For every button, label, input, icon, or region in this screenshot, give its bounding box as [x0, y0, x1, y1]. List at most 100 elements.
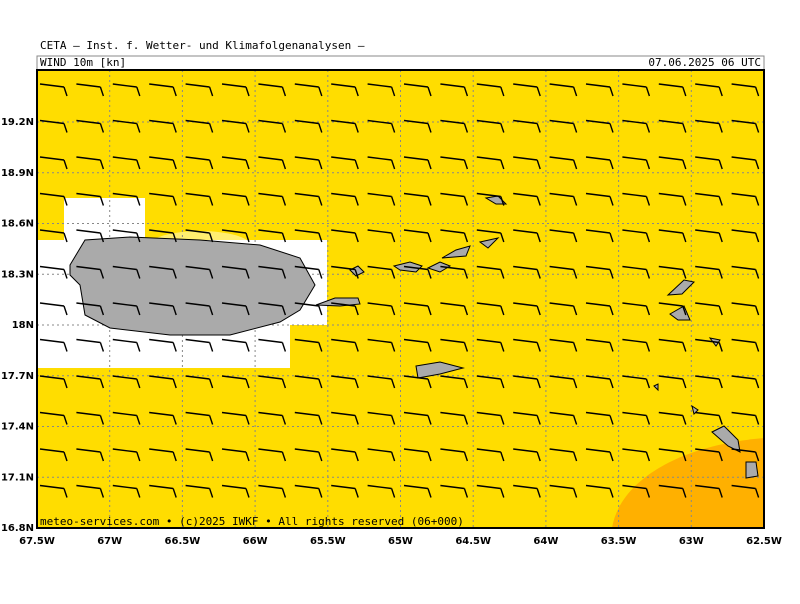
- wind-barb: [112, 265, 141, 279]
- wind-barb: [403, 265, 432, 279]
- wind-barb: [403, 192, 432, 206]
- wind-barb: [731, 375, 760, 389]
- wind-barb: [585, 156, 614, 170]
- wind-barb: [476, 375, 505, 389]
- wind-barb: [112, 411, 141, 425]
- wind-barb: [440, 192, 469, 206]
- wind-barb: [221, 229, 250, 243]
- wind-barb: [149, 265, 177, 279]
- wind-barb: [149, 229, 177, 243]
- wind-barb: [695, 229, 723, 243]
- wind-barb: [221, 83, 250, 97]
- wind-barb: [112, 156, 141, 170]
- wind-barb: [185, 411, 214, 425]
- wind-barb: [294, 156, 323, 170]
- wind-barb: [331, 375, 359, 389]
- wind-barb: [367, 411, 396, 425]
- wind-barb: [294, 192, 323, 206]
- wind-barb: [185, 83, 214, 97]
- wind-barb: [695, 119, 723, 133]
- wind-barb: [731, 156, 760, 170]
- wind-barb: [622, 192, 651, 206]
- wind-barb: [221, 411, 250, 425]
- lat-label: 18.9N: [1, 168, 34, 179]
- wind-barb: [622, 119, 651, 133]
- wind-barb: [221, 156, 250, 170]
- wind-barb: [294, 83, 323, 97]
- lat-label: 18N: [12, 320, 34, 331]
- wind-barb: [185, 265, 214, 279]
- wind-barb: [622, 302, 651, 316]
- wind-barb: [76, 484, 105, 498]
- wind-barb: [658, 448, 687, 462]
- wind-barb: [476, 156, 505, 170]
- wind-barb: [403, 83, 432, 97]
- wind-barb: [695, 83, 723, 97]
- puerto-rico: [69, 236, 316, 336]
- lon-label: 66.5W: [165, 536, 201, 547]
- variable: WIND 10m [kn]: [40, 56, 126, 69]
- wind-barb: [294, 119, 323, 133]
- wind-barb: [658, 119, 687, 133]
- wind-barb: [658, 411, 687, 425]
- wind-barb: [549, 192, 578, 206]
- wind-barb: [149, 375, 177, 389]
- wind-barb: [185, 192, 214, 206]
- wind-barb: [658, 192, 687, 206]
- wind-barb: [331, 265, 359, 279]
- lat-label: 19.2N: [1, 117, 34, 128]
- wind-barb: [658, 265, 687, 279]
- datetime: 07.06.2025 06 UTC: [648, 56, 761, 69]
- wind-barb: [622, 411, 651, 425]
- wind-barb: [39, 119, 68, 133]
- wind-barb: [549, 229, 578, 243]
- island: [478, 237, 500, 249]
- lon-label: 64W: [533, 536, 558, 547]
- wind-barb: [695, 484, 723, 498]
- wind-barb: [549, 338, 578, 352]
- island: [669, 305, 691, 321]
- wind-barb: [695, 302, 723, 316]
- wind-barb: [367, 119, 396, 133]
- wind-barb: [258, 229, 287, 243]
- wind-barb: [39, 375, 68, 389]
- island: [484, 195, 508, 205]
- wind-barb: [149, 338, 177, 352]
- wind-barb: [476, 119, 505, 133]
- wind-barb: [585, 302, 614, 316]
- wind-barb: [585, 83, 614, 97]
- wind-barb: [331, 119, 359, 133]
- wind-barb: [695, 338, 723, 352]
- wind-barb: [39, 302, 68, 316]
- wind-barb: [513, 192, 541, 206]
- wind-barb: [622, 484, 651, 498]
- wind-barb: [658, 484, 687, 498]
- wind-barb: [294, 484, 323, 498]
- wind-barb: [549, 411, 578, 425]
- wind-barb: [513, 229, 541, 243]
- wind-barb: [76, 119, 105, 133]
- wind-barb: [367, 484, 396, 498]
- wind-barb: [331, 411, 359, 425]
- island: [415, 361, 465, 379]
- wind-barb: [658, 302, 687, 316]
- lat-label: 17.1N: [1, 472, 34, 483]
- lon-label: 62.5W: [746, 536, 782, 547]
- island: [745, 461, 759, 479]
- island: [666, 279, 696, 296]
- wind-barb: [294, 265, 323, 279]
- wind-barb: [185, 156, 214, 170]
- wind-barb: [258, 448, 287, 462]
- wind-barb: [149, 156, 177, 170]
- wind-barb: [585, 192, 614, 206]
- wind-barb: [585, 338, 614, 352]
- wind-barb: [622, 83, 651, 97]
- wind-barb: [476, 302, 505, 316]
- island: [349, 265, 365, 277]
- wind-barb: [585, 448, 614, 462]
- wind-barb: [76, 229, 105, 243]
- wind-barb: [622, 375, 651, 389]
- wind-barb: [367, 265, 396, 279]
- wind-barb: [258, 338, 287, 352]
- wind-barb: [440, 375, 469, 389]
